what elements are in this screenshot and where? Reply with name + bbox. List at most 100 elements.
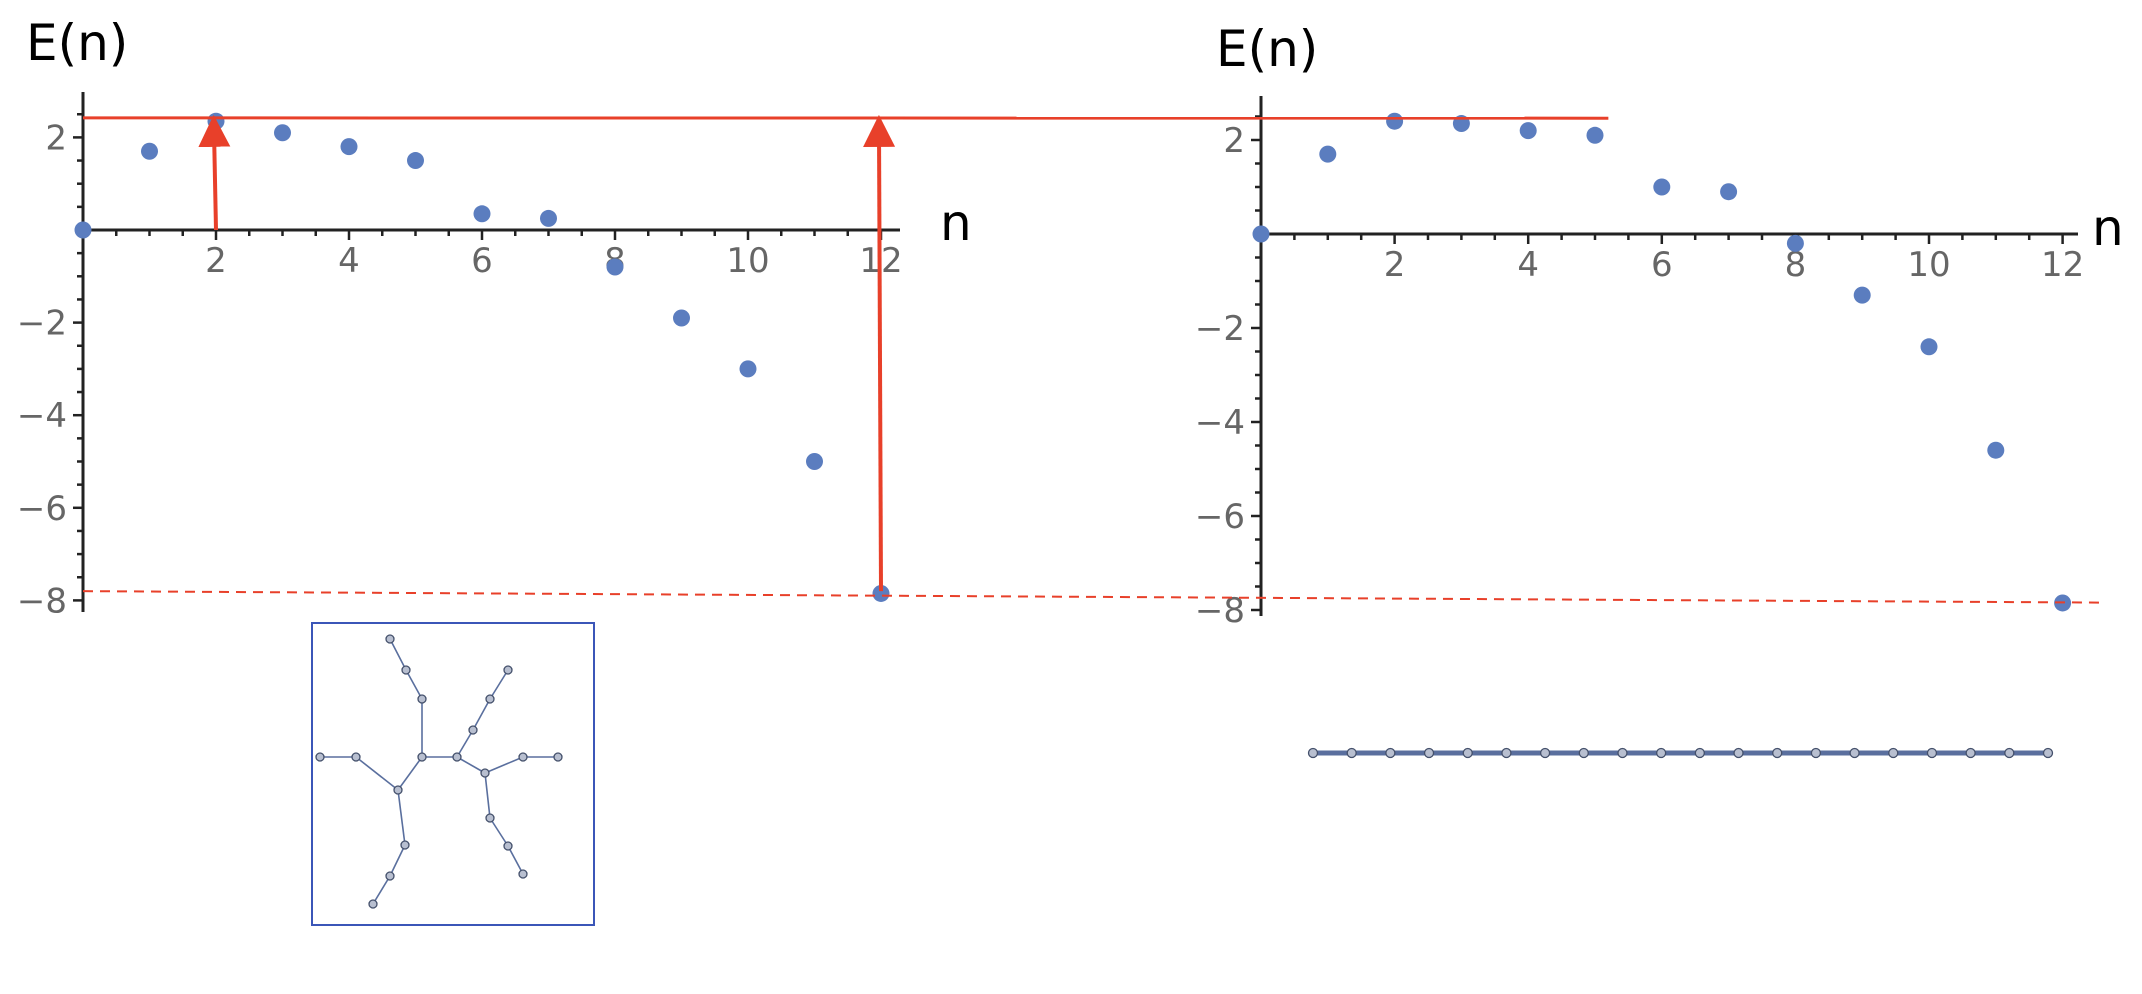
graph-edge xyxy=(405,669,423,700)
data-point xyxy=(1319,145,1337,163)
graph-edge xyxy=(355,756,399,791)
data-point xyxy=(1920,338,1938,356)
left-ylabel: E(n) xyxy=(26,14,128,72)
graph-vertex xyxy=(518,869,528,879)
graph-vertex xyxy=(1462,747,1473,759)
y-tick-label: 2 xyxy=(45,118,67,158)
y-tick-label: −4 xyxy=(1195,403,1245,443)
graph-vertex xyxy=(1810,747,1822,759)
graph-vertex xyxy=(401,665,411,675)
graph-edge xyxy=(472,698,491,731)
graph-vertex xyxy=(468,725,478,735)
graph-vertex xyxy=(1656,747,1667,759)
y-tick-label: −6 xyxy=(17,489,67,529)
graph-vertex xyxy=(480,768,490,778)
x-tick-label: 8 xyxy=(1785,245,1807,285)
graph-vertex xyxy=(1385,747,1396,759)
data-point xyxy=(1252,225,1270,243)
x-tick-label: 2 xyxy=(205,241,227,281)
graph-vertex xyxy=(518,752,528,762)
data-point xyxy=(1720,183,1738,201)
y-tick-label: −8 xyxy=(1195,591,1245,631)
graph-vertex xyxy=(1501,747,1512,759)
data-point xyxy=(673,309,690,327)
chain-graph-inset xyxy=(1307,747,2054,759)
right-ylabel: E(n) xyxy=(1216,20,1318,78)
graph-edge xyxy=(489,669,509,700)
reference-lines xyxy=(82,116,2105,604)
left-xlabel: n xyxy=(940,194,972,252)
data-point xyxy=(1786,234,1804,252)
graph-edge xyxy=(397,756,423,791)
data-point xyxy=(141,142,158,160)
data-point xyxy=(473,205,491,223)
graph-edge xyxy=(489,817,509,847)
graph-vertex xyxy=(503,841,513,851)
tree-graph-inset xyxy=(311,622,595,926)
graph-vertex xyxy=(1849,747,1860,759)
y-tick-label: −2 xyxy=(1195,309,1245,349)
graph-vertex xyxy=(553,752,563,762)
right-xlabel: n xyxy=(2092,199,2124,257)
data-point xyxy=(1519,122,1537,140)
data-point xyxy=(1653,178,1671,196)
graph-vertex xyxy=(1617,747,1628,759)
y-tick-label: 2 xyxy=(1223,121,1245,161)
data-point xyxy=(1386,112,1404,130)
data-point xyxy=(872,584,890,602)
data-point xyxy=(74,221,92,239)
x-tick-label: 12 xyxy=(2041,245,2084,285)
y-tick-label: −4 xyxy=(17,396,67,436)
graph-vertex xyxy=(1346,747,1357,759)
data-point xyxy=(739,360,757,378)
data-point xyxy=(1853,286,1871,304)
data-point xyxy=(340,138,358,156)
x-tick-label: 10 xyxy=(1907,245,1950,285)
data-point xyxy=(407,152,424,170)
graph-vertex xyxy=(368,899,378,909)
y-tick-label: −2 xyxy=(17,304,67,344)
x-tick-label: 2 xyxy=(1384,245,1406,285)
data-point xyxy=(1987,441,2005,459)
x-tick-label: 4 xyxy=(1517,245,1539,285)
energy-gap-arrows xyxy=(198,114,896,592)
x-tick-label: 6 xyxy=(471,241,493,281)
graph-vertex xyxy=(1926,747,1938,759)
graph-vertex xyxy=(2004,747,2015,759)
graph-vertex xyxy=(1423,747,1435,759)
y-tick-label: −6 xyxy=(1195,497,1245,537)
graph-edge xyxy=(397,789,406,846)
graph-vertex xyxy=(503,665,513,675)
graph-vertex xyxy=(1965,747,1976,759)
graph-vertex xyxy=(1307,747,1319,759)
data-point xyxy=(606,258,624,276)
x-tick-label: 6 xyxy=(1651,245,1673,285)
tree-graph-frame xyxy=(311,622,595,926)
graph-vertex xyxy=(1772,747,1783,759)
x-tick-label: 4 xyxy=(338,241,360,281)
graph-edge xyxy=(456,756,486,774)
graph-vertex xyxy=(400,840,410,850)
graph-vertex xyxy=(1733,747,1744,759)
graph-edge xyxy=(389,638,407,671)
graph-vertex xyxy=(351,752,361,762)
graph-vertex xyxy=(315,752,325,762)
data-point xyxy=(207,112,225,130)
energy-arrow xyxy=(198,114,231,231)
graph-vertex xyxy=(485,694,495,704)
data-point xyxy=(540,209,557,227)
graph-vertex xyxy=(417,694,427,704)
graph-vertex xyxy=(452,752,462,762)
data-point xyxy=(274,124,291,142)
graph-edge xyxy=(484,772,491,819)
graph-vertex xyxy=(417,752,427,762)
x-tick-label: 10 xyxy=(726,241,769,281)
graph-vertex xyxy=(1578,747,1589,759)
graph-edge xyxy=(456,729,474,758)
graph-vertex xyxy=(385,634,395,644)
data-point xyxy=(806,453,823,470)
graph-edge xyxy=(484,756,524,774)
graph-edge xyxy=(507,845,524,875)
